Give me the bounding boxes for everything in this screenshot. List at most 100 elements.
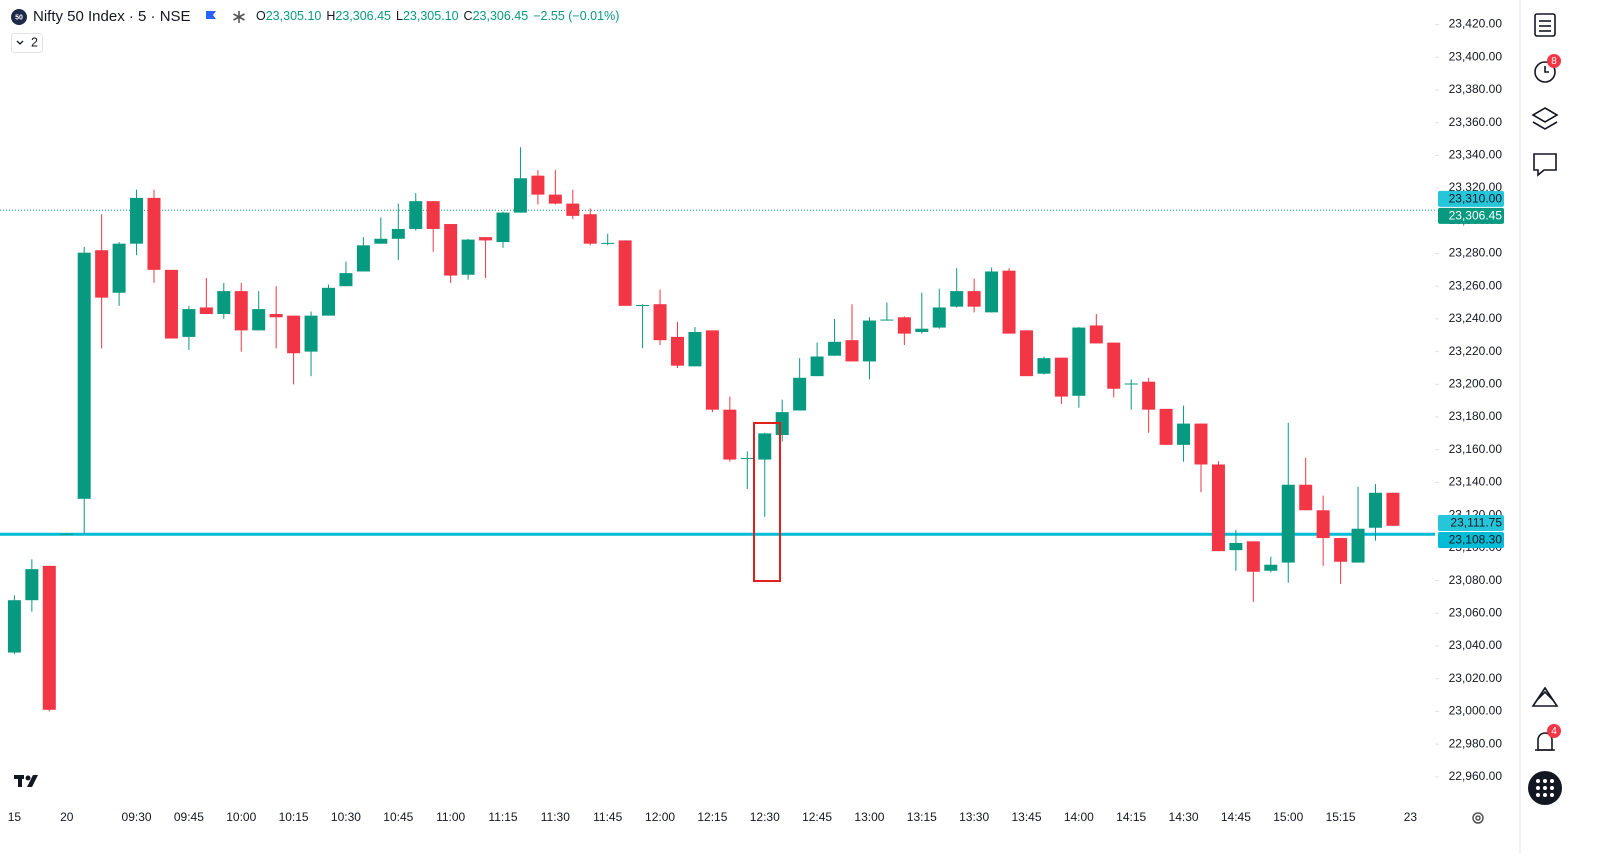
candle-body [1054,357,1068,397]
x-tick-label: 13:45 [1011,810,1041,824]
candle-body [897,317,911,334]
badge [1547,724,1561,738]
ohlc-item: H [326,9,335,23]
candle-body [95,250,109,298]
candle-body [566,203,580,216]
y-tick-label: 23,260.00 [1449,278,1503,292]
x-tick-label: 12:45 [802,810,832,824]
y-tick-label: 23,000.00 [1449,704,1503,718]
candle-body [967,291,981,307]
flag-icon[interactable] [206,11,216,19]
x-tick-label: 12:15 [697,810,727,824]
snowflake-icon[interactable] [233,11,245,23]
y-tick-label: 22,980.00 [1449,736,1503,750]
candle-body [7,600,21,653]
apps-icon[interactable] [1528,771,1562,805]
candle-body [182,309,196,337]
ohlc-item: 23,306.45 [335,9,391,23]
x-tick-label: 10:30 [331,810,361,824]
candle-body [1316,510,1330,539]
candle-body [217,291,231,315]
candle-body [25,569,39,601]
candle-body [479,237,493,241]
candle-body [269,314,283,318]
candle-body [862,320,876,362]
candle-body [513,178,527,213]
candle-body [199,307,213,315]
layers-icon[interactable] [1531,107,1559,130]
candle-body [1089,325,1103,344]
candle-body [548,194,562,204]
x-tick-label: 09:45 [174,810,204,824]
badge-text: 8 [1551,56,1557,67]
x-tick-label: 15 [8,810,22,824]
ohlc-item: 23,305.10 [403,9,459,23]
watchlist-icon[interactable] [1534,13,1556,37]
symbol-logo [11,9,27,25]
tv-logo[interactable] [14,775,38,787]
y-tick-label: 23,220.00 [1449,344,1503,358]
candle-body [671,336,684,366]
candle-body [42,565,56,710]
candle-body [618,240,632,306]
symbol-title[interactable]: Nifty 50 Index · 5 · NSE [33,8,191,25]
x-tick-label: 11:15 [488,810,517,824]
candle-body [1002,270,1016,334]
candle-body [828,341,842,356]
ohlc-values: O23,305.10 H23,306.45 L23,305.10 C23,306.45… [256,9,619,23]
price-tag [1438,514,1504,531]
candle-body [723,409,737,460]
candle-body [252,309,266,331]
candle-body [1264,564,1278,571]
price-tag [1438,190,1504,207]
chevron[interactable] [16,40,24,45]
price-axis: 22,960.00 22,980.00 23,000.00 23,020.00 23,0… [8,17,1504,824]
x-tick-label: 09:30 [122,810,152,824]
y-tick-label: 23,060.00 [1449,605,1503,619]
x-tick-label: 12:30 [750,810,780,824]
y-tick-label: 23,280.00 [1449,246,1503,260]
y-tick-label: 22,960.00 [1449,769,1503,783]
alerts-log-icon[interactable] [1534,61,1556,83]
indicator-toggle[interactable] [11,33,43,53]
alert-bell-icon[interactable] [1535,732,1555,751]
y-tick-label: 23,360.00 [1449,115,1503,129]
settings-icon[interactable] [1472,812,1484,824]
candle-body [1020,330,1033,377]
ohlc-item: −2.55 (−0.01%) [533,9,619,23]
candle-body [845,340,859,362]
candle-body [531,175,545,195]
candle-body [1124,383,1138,385]
chat-icon[interactable] [1533,153,1557,177]
candle-body [164,269,178,339]
candle-body [1369,492,1382,528]
candle-body [636,305,650,307]
price-tag-label: 23,310.00 [1449,192,1503,206]
candle-body [1386,492,1400,526]
x-tick-label: 14:00 [1064,810,1094,824]
candle-body [1246,541,1260,572]
x-tick-label: 13:00 [854,810,884,824]
candle-body [322,287,335,316]
price-tag [1438,531,1504,548]
ohlc-item: O [256,9,266,23]
candle-body [444,224,458,276]
candle-body [304,315,318,352]
candle-body [461,239,475,275]
x-tick-label: 10:00 [226,810,256,824]
candle-body [1072,327,1086,396]
candle-body [356,245,370,272]
pattern-icon[interactable] [1531,686,1559,707]
candle-body [932,307,946,328]
price-tag-label: 23,306.45 [1449,209,1503,223]
x-tick-label: 20 [60,810,74,824]
candle-body [985,271,999,313]
ohlc-item: L [396,9,403,23]
candle-body [409,201,423,229]
ohlc-legend: O23,305.10 H23,306.45 L23,305.10 C23,306.45… [256,9,619,23]
y-tick-label: 23,140.00 [1449,475,1503,489]
candle-body [1177,423,1191,445]
candle-body [740,457,754,459]
